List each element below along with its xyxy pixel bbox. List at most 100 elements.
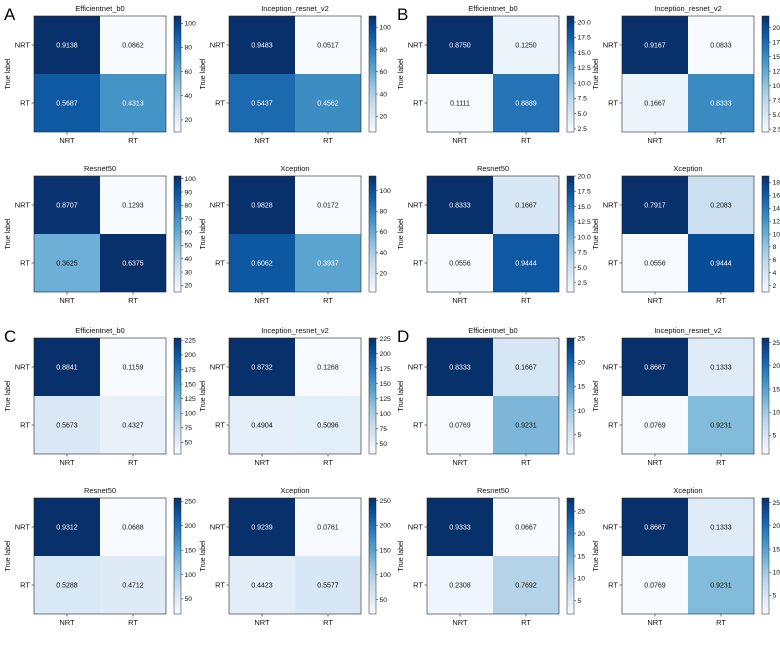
- colorbar: [173, 15, 182, 133]
- cell-value-label: 0.5577: [317, 583, 339, 590]
- colorbar-tick-label: 12: [773, 218, 780, 225]
- colorbar-tick-label: 175: [185, 367, 197, 374]
- x-tick-label: RT: [323, 618, 333, 627]
- x-tick-label: RT: [323, 136, 333, 145]
- matrix-cell: [295, 338, 361, 396]
- colorbar-tick-label: 14: [773, 206, 780, 213]
- x-tick-label: NRT: [647, 136, 663, 145]
- colorbar-tick-label: 40: [185, 93, 193, 100]
- y-axis-label: True label: [5, 380, 12, 411]
- matrix-cell: [34, 396, 100, 454]
- colorbar-tick-label: 7.5: [773, 97, 780, 104]
- cell-value-label: 0.8889: [515, 101, 537, 108]
- colorbar: [761, 337, 770, 455]
- y-tick-label: NRT: [210, 41, 226, 50]
- cell-value-label: 0.4562: [317, 101, 339, 108]
- cell-value-label: 0.0769: [644, 423, 666, 430]
- colorbar-tick-label: 100: [185, 176, 197, 183]
- cell-value-label: 0.6062: [251, 261, 273, 268]
- confusion-matrix: Inception_resnet_v2 0.9167 0.0833 0.1667 0.8…: [593, 4, 780, 145]
- colorbar-tick-label: 15: [578, 553, 586, 560]
- matrix-frame: [621, 175, 755, 293]
- colorbar-tick-label: 100: [380, 188, 392, 195]
- colorbar: [566, 337, 575, 455]
- confusion-matrix: Inception_resnet_v2 0.8667 0.1333 0.0769 0.9…: [593, 326, 780, 467]
- cell-value-label: 0.8667: [644, 525, 666, 532]
- colorbar-tick-label: 30: [185, 269, 193, 276]
- y-axis-label: True label: [200, 58, 207, 89]
- cell-value-label: 0.5288: [56, 583, 78, 590]
- matrix-frame: [621, 497, 755, 615]
- confusion-matrix: Inception_resnet_v2 0.8732 0.1268 0.4904 0.5…: [200, 326, 391, 467]
- cell-value-label: 0.1333: [710, 525, 732, 532]
- matrix-frame: [228, 337, 362, 455]
- y-tick-label: RT: [20, 259, 30, 268]
- x-tick-label: NRT: [452, 136, 468, 145]
- x-tick-label: RT: [521, 458, 531, 467]
- colorbar-tick-label: 100: [185, 572, 197, 579]
- cell-value-label: 0.1667: [515, 365, 537, 372]
- colorbar-tick-label: 250: [185, 499, 197, 506]
- y-tick-label: RT: [413, 581, 423, 590]
- matrix-cell: [688, 176, 754, 234]
- y-tick-label: RT: [20, 581, 30, 590]
- matrix-cell: [427, 16, 493, 74]
- subplot-title: Inception_resnet_v2: [261, 326, 329, 335]
- matrix-cell: [622, 74, 688, 132]
- matrix-cell: [688, 74, 754, 132]
- colorbar-tick-label: 100: [185, 410, 197, 417]
- cell-value-label: 0.7692: [515, 583, 537, 590]
- cell-value-label: 0.3937: [317, 261, 339, 268]
- matrix-cell: [622, 234, 688, 292]
- matrix-cell: [100, 338, 166, 396]
- cell-value-label: 0.9231: [710, 423, 732, 430]
- colorbar-tick-label: 60: [380, 229, 388, 236]
- colorbar-tick-label: 150: [380, 381, 392, 388]
- matrix-frame: [33, 175, 167, 293]
- y-axis-label: True label: [200, 540, 207, 571]
- y-tick-label: NRT: [408, 41, 424, 50]
- colorbar-tick-label: 80: [185, 203, 193, 210]
- cell-value-label: 0.8333: [710, 101, 732, 108]
- x-tick-label: RT: [716, 458, 726, 467]
- cell-value-label: 0.4423: [251, 583, 273, 590]
- panel-a: A Efficientnet_b0 0.9138 0.0862 0.5687 0.4313…: [4, 4, 391, 305]
- subplot-title: Inception_resnet_v2: [654, 326, 722, 335]
- matrix-cell: [295, 556, 361, 614]
- matrix-cell: [493, 234, 559, 292]
- colorbar-tick-label: 60: [185, 69, 193, 76]
- colorbar-tick-label: 5: [773, 593, 777, 600]
- matrix-cell: [229, 556, 295, 614]
- confusion-matrix: Resnet50 0.9333 0.0667 0.2308 0.7692 NRT RT NRT…: [398, 486, 585, 627]
- cell-value-label: 0.5673: [56, 423, 78, 430]
- colorbar-tick-label: 200: [185, 352, 197, 359]
- matrix-cell: [688, 16, 754, 74]
- matrix-cell: [100, 16, 166, 74]
- x-tick-label: NRT: [59, 136, 75, 145]
- cell-value-label: 0.8841: [56, 365, 78, 372]
- colorbar: [761, 15, 770, 133]
- matrix-cell: [688, 338, 754, 396]
- colorbar-tick-label: 15: [773, 386, 780, 393]
- matrix-cell: [427, 176, 493, 234]
- cell-value-label: 0.2083: [710, 203, 732, 210]
- colorbar-tick-label: 10.0: [773, 83, 780, 90]
- colorbar-tick-label: 80: [185, 45, 193, 52]
- cell-value-label: 0.8333: [449, 203, 471, 210]
- colorbar-tick-label: 10: [578, 408, 586, 415]
- matrix-cell: [34, 16, 100, 74]
- colorbar-tick-label: 10: [773, 231, 780, 238]
- subplot-title: Xception: [673, 164, 702, 173]
- colorbar-tick-label: 75: [380, 426, 388, 433]
- matrix-cell: [493, 74, 559, 132]
- matrix-cell: [295, 176, 361, 234]
- matrix-cell: [100, 556, 166, 614]
- subplot-title: Efficientnet_b0: [468, 4, 517, 13]
- y-axis-label: True label: [398, 540, 405, 571]
- colorbar-tick-label: 7.5: [578, 250, 588, 257]
- cell-value-label: 0.4313: [122, 101, 144, 108]
- colorbar-tick-label: 15.0: [773, 54, 780, 61]
- colorbar-tick-label: 80: [380, 47, 388, 54]
- colorbar-tick-label: 2.5: [578, 126, 588, 133]
- matrix-frame: [228, 15, 362, 133]
